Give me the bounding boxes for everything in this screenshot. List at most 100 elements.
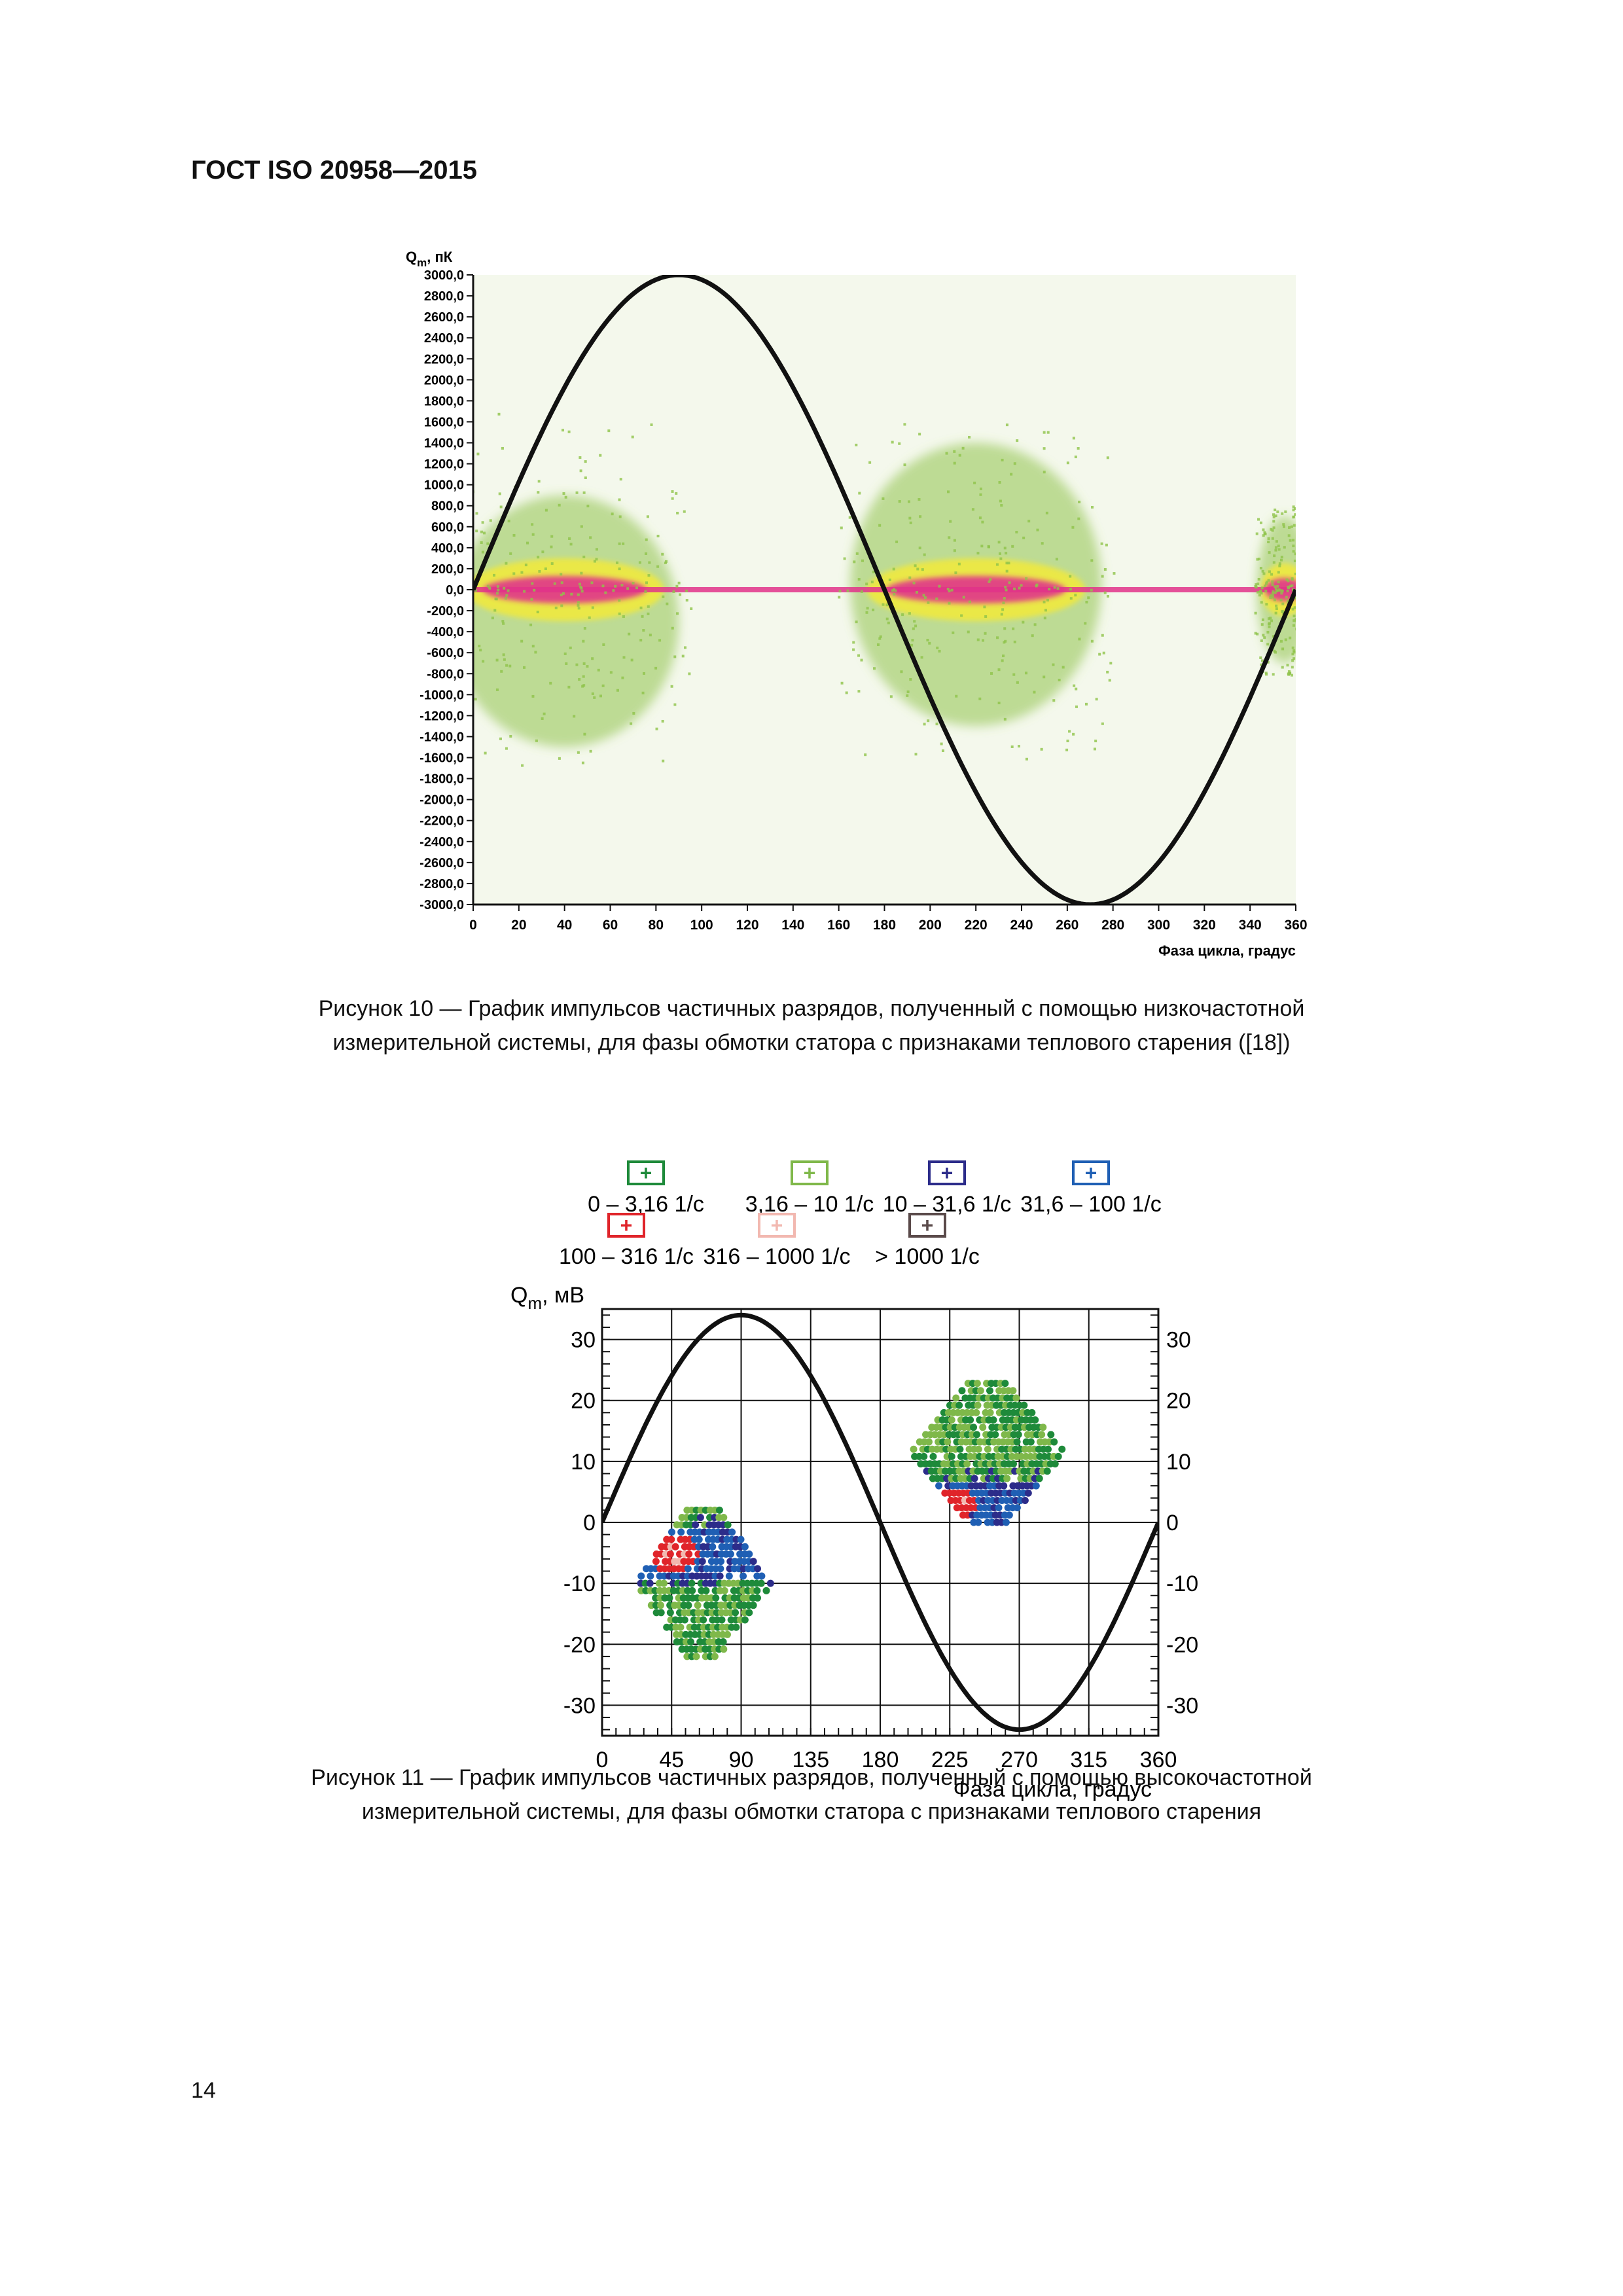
density-speck [503,586,506,590]
density-speck [952,631,955,634]
pulse-point [1013,1438,1021,1446]
pulse-point [758,1572,766,1580]
x-tick-label: 180 [862,1748,899,1772]
density-speck [1263,636,1266,639]
density-speck [560,581,563,584]
density-speck [672,590,675,594]
density-speck [1276,510,1279,513]
figure-11-caption-line2: измерительной системы, для фазы обмотки … [361,1799,1262,1824]
density-speck [569,543,573,546]
density-speck [1024,672,1027,675]
pulse-point [700,1616,707,1624]
pulse-point [720,1645,728,1653]
density-speck [562,492,565,495]
density-speck [582,555,586,558]
density-speck [1267,541,1270,544]
density-speck [641,691,645,694]
density-speck [1269,594,1272,597]
density-speck [1299,634,1302,636]
density-speck [908,516,912,520]
density-speck [1010,745,1014,748]
density-speck [1267,579,1270,582]
legend-label: 100 – 316 1/c [559,1244,694,1269]
density-speck [1094,740,1097,743]
density-speck [577,593,580,596]
density-speck [579,456,582,459]
pulse-point [1039,1424,1047,1431]
y-tick-label: -2000,0 [419,793,464,808]
density-speck [455,560,458,562]
density-speck [670,685,673,688]
legend-swatch [758,1213,796,1238]
density-speck [1018,586,1021,590]
density-speck [1313,643,1315,645]
density-speck [564,495,567,499]
density-speck [590,581,594,584]
density-speck [550,535,554,538]
pulse-point [692,1653,700,1660]
pulse-point [1054,1452,1062,1460]
density-speck [1260,623,1264,626]
pulse-point [660,1579,668,1587]
density-speck [1285,596,1288,599]
density-speck [1000,613,1003,616]
density-speck [1292,550,1295,553]
density-speck [1069,588,1073,591]
density-speck [537,556,540,559]
density-speck [1297,589,1300,592]
y-tick-label-left: 10 [571,1450,596,1475]
density-speck [480,530,483,533]
y-tick-label: 600,0 [431,520,464,535]
density-speck [1294,513,1296,516]
density-speck [538,569,541,573]
density-speck [1274,591,1277,594]
density-speck [1025,577,1028,580]
density-speck [480,541,483,545]
pulse-point [1014,1431,1022,1439]
x-tick-label: 240 [1010,918,1033,933]
density-speck [568,537,571,540]
density-speck [1074,594,1077,597]
density-speck [1313,592,1315,594]
density-speck [1287,579,1290,583]
density-speck [1304,596,1307,599]
pulse-point [986,1387,993,1395]
density-speck [852,641,855,644]
density-speck [923,553,926,556]
density-speck [1262,528,1265,531]
density-speck [912,627,915,630]
density-speck [1298,624,1300,626]
pulse-point [1002,1518,1010,1526]
axis-ticks: 0 45 90 135 180 225 270 315 360 30 20 10 0 -10 -20 -30 3… [563,1314,1198,1772]
density-speck [1296,660,1299,663]
pulse-point [1020,1401,1028,1409]
density-speck [591,692,594,695]
density-speck [505,747,508,750]
density-speck [523,590,526,593]
density-speck [1297,560,1300,562]
density-speck [961,446,965,450]
density-speck [947,490,950,493]
density-speck [868,461,872,464]
density-speck [465,655,468,657]
pulse-point [684,1565,692,1573]
pulse-point [990,1416,997,1424]
density-speck [906,690,910,693]
y-tick-label: -1800,0 [419,772,464,787]
density-speck [908,576,912,579]
density-speck [910,643,914,647]
density-speck [578,583,581,586]
density-speck [1090,559,1094,562]
density-speck [865,611,868,614]
x-tick-label: 225 [931,1748,969,1772]
density-speck [1025,757,1028,761]
density-speck [595,558,598,561]
density-speck [584,476,587,480]
x-axis-label: Фаза цикла, градус [1158,942,1296,959]
y-tick-label: 2400,0 [424,331,464,346]
density-speck [593,560,596,563]
density-speck [1069,575,1072,578]
density-speck [1271,580,1274,583]
pulse-point [1027,1438,1035,1446]
density-speck [601,584,605,588]
